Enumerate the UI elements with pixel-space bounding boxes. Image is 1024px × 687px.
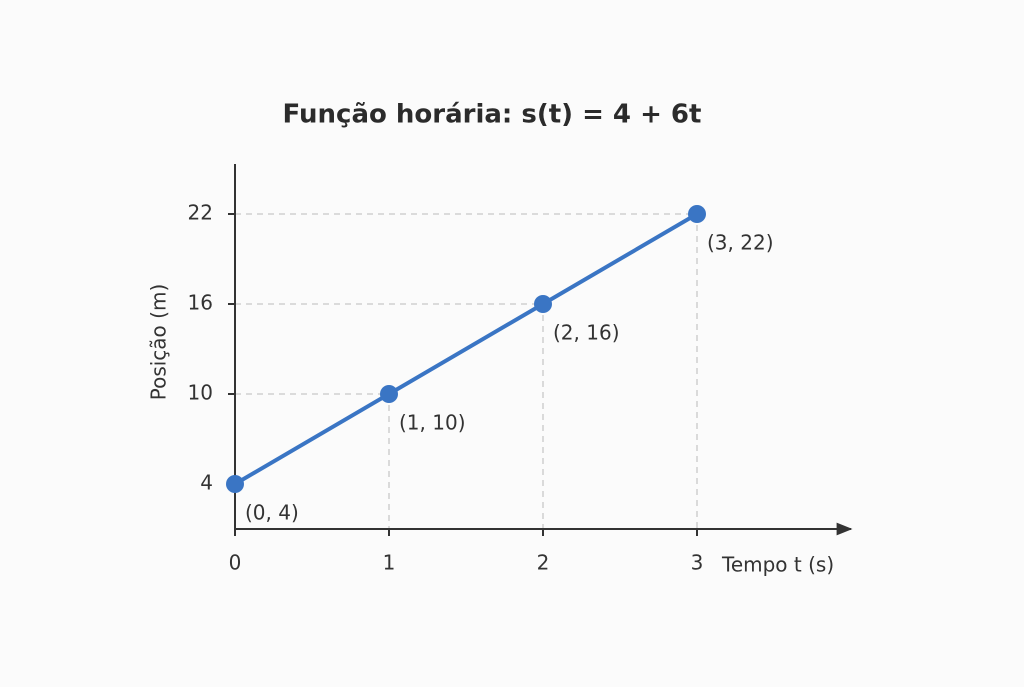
x-axis-label: Tempo t (s) [721, 553, 834, 577]
point [380, 385, 398, 403]
y-tick-label: 10 [188, 381, 213, 405]
point [226, 475, 244, 493]
y-tick-label: 4 [200, 471, 213, 495]
x-tick-label: 3 [691, 551, 704, 575]
y-tick-label: 22 [188, 201, 213, 225]
x-tick-label: 0 [229, 551, 242, 575]
y-axis-label: Posição (m) [147, 284, 171, 401]
point [688, 205, 706, 223]
x-tick-label: 2 [537, 551, 550, 575]
data-label: (3, 22) [707, 231, 774, 255]
data-label: (2, 16) [553, 321, 620, 345]
data-label: (0, 4) [245, 501, 299, 525]
point [534, 295, 552, 313]
x-tick-label: 1 [383, 551, 396, 575]
chart-title: Função horária: s(t) = 4 + 6t [283, 100, 702, 130]
data-label: (1, 10) [399, 411, 466, 435]
y-tick-label: 16 [188, 291, 213, 315]
line [233, 212, 699, 486]
